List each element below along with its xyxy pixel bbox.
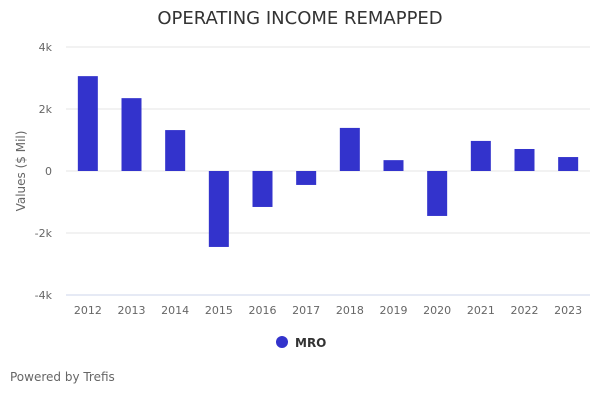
bar-2022[interactable] xyxy=(514,148,535,171)
x-tick-label: 2013 xyxy=(118,304,146,317)
x-tick-label: 2014 xyxy=(161,304,189,317)
x-tick-label: 2015 xyxy=(205,304,233,317)
x-tick-label: 2023 xyxy=(554,304,582,317)
legend-marker-mro[interactable] xyxy=(276,336,288,348)
x-tick-label: 2012 xyxy=(74,304,102,317)
y-tick-label: -2k xyxy=(35,227,53,240)
y-tick-label: 0 xyxy=(45,165,52,178)
chart-title: OPERATING INCOME REMAPPED xyxy=(157,8,442,29)
x-tick-labels: 2012 2013 2014 2015 2016 2017 2018 2019 2020 2021… xyxy=(74,304,582,317)
bar-2021[interactable] xyxy=(470,140,491,171)
x-tick-label: 2019 xyxy=(380,304,408,317)
y-tick-labels: 4k 2k 0 -2k -4k xyxy=(35,41,53,302)
y-tick-label: 4k xyxy=(39,41,53,54)
y-axis-label: Values ($ Mil) xyxy=(14,131,28,212)
legend-label-mro[interactable]: MRO xyxy=(295,336,326,350)
gridlines xyxy=(66,46,590,296)
bar-2016[interactable] xyxy=(252,171,273,207)
bars xyxy=(77,76,579,247)
y-tick-label: 2k xyxy=(39,103,53,116)
x-tick-label: 2017 xyxy=(292,304,320,317)
bar-2015[interactable] xyxy=(208,171,229,247)
bar-2012[interactable] xyxy=(77,76,98,171)
x-tick-label: 2022 xyxy=(511,304,539,317)
x-tick-label: 2020 xyxy=(423,304,451,317)
x-tick-label: 2018 xyxy=(336,304,364,317)
bar-2020[interactable] xyxy=(427,171,448,216)
bar-2018[interactable] xyxy=(339,127,360,171)
legend[interactable]: MRO xyxy=(276,336,326,350)
y-tick-label: -4k xyxy=(35,289,53,302)
powered-by-credit[interactable]: Powered by Trefis xyxy=(10,370,115,384)
x-tick-label: 2021 xyxy=(467,304,495,317)
bar-2014[interactable] xyxy=(165,130,186,171)
bar-2023[interactable] xyxy=(558,157,579,171)
bar-2017[interactable] xyxy=(296,171,317,185)
bar-2019[interactable] xyxy=(383,160,404,171)
x-tick-label: 2016 xyxy=(249,304,277,317)
bar-2013[interactable] xyxy=(121,98,142,171)
